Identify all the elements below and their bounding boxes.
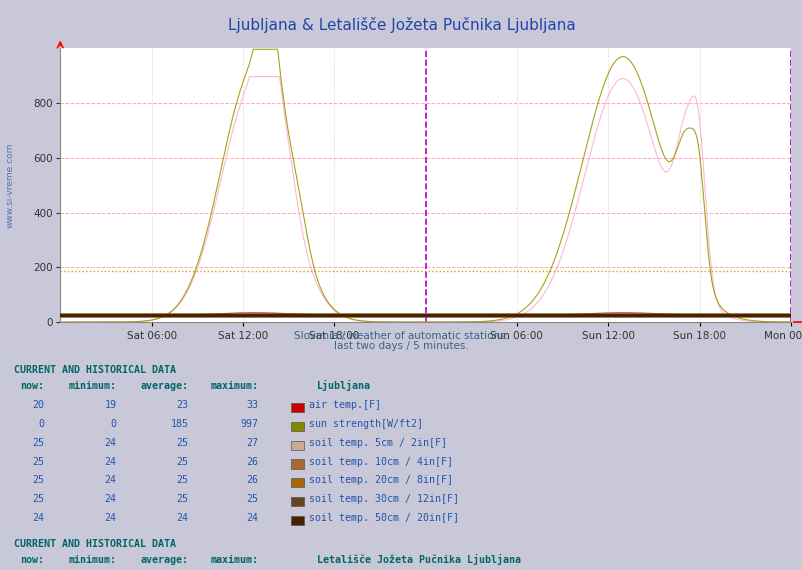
Text: last two days / 5 minutes.: last two days / 5 minutes. [334, 341, 468, 351]
Text: maximum:: maximum: [210, 555, 258, 565]
Text: 24: 24 [104, 494, 116, 504]
Text: 0: 0 [38, 419, 44, 429]
Text: 25: 25 [246, 494, 258, 504]
Text: soil temp. 10cm / 4in[F]: soil temp. 10cm / 4in[F] [309, 457, 452, 467]
Text: 25: 25 [176, 494, 188, 504]
Text: 23: 23 [176, 400, 188, 410]
Text: Ljubljana & Letališče Jožeta Pučnika Ljubljana: Ljubljana & Letališče Jožeta Pučnika Lju… [227, 17, 575, 32]
Text: average:: average: [140, 555, 188, 565]
Text: 25: 25 [32, 438, 44, 448]
Text: air temp.[F]: air temp.[F] [309, 400, 381, 410]
Text: maximum:: maximum: [210, 381, 258, 392]
Text: 24: 24 [104, 438, 116, 448]
Text: 27: 27 [246, 438, 258, 448]
Text: 24: 24 [104, 475, 116, 486]
Text: now:: now: [20, 381, 44, 392]
Text: 20: 20 [32, 400, 44, 410]
Text: CURRENT AND HISTORICAL DATA: CURRENT AND HISTORICAL DATA [14, 365, 176, 376]
Text: 25: 25 [176, 475, 188, 486]
Text: soil temp. 20cm / 8in[F]: soil temp. 20cm / 8in[F] [309, 475, 452, 486]
Text: 24: 24 [176, 513, 188, 523]
Text: Slovenia / weather of automatic stations.: Slovenia / weather of automatic stations… [294, 331, 508, 341]
Text: 19: 19 [104, 400, 116, 410]
Text: now:: now: [20, 555, 44, 565]
Text: 26: 26 [246, 457, 258, 467]
Text: soil temp. 50cm / 20in[F]: soil temp. 50cm / 20in[F] [309, 513, 459, 523]
Text: minimum:: minimum: [68, 381, 116, 392]
Text: 0: 0 [111, 419, 116, 429]
Text: CURRENT AND HISTORICAL DATA: CURRENT AND HISTORICAL DATA [14, 539, 176, 549]
Text: 24: 24 [32, 513, 44, 523]
Text: 185: 185 [171, 419, 188, 429]
Text: 24: 24 [246, 513, 258, 523]
Text: 24: 24 [104, 457, 116, 467]
Text: soil temp. 5cm / 2in[F]: soil temp. 5cm / 2in[F] [309, 438, 447, 448]
Text: 25: 25 [32, 457, 44, 467]
Text: average:: average: [140, 381, 188, 392]
Text: minimum:: minimum: [68, 555, 116, 565]
Text: 26: 26 [246, 475, 258, 486]
Text: Letališče Jožeta Pučnika Ljubljana: Letališče Jožeta Pučnika Ljubljana [317, 554, 520, 565]
Text: 25: 25 [176, 438, 188, 448]
Text: 33: 33 [246, 400, 258, 410]
Text: sun strength[W/ft2]: sun strength[W/ft2] [309, 419, 423, 429]
Text: 25: 25 [32, 494, 44, 504]
Text: soil temp. 30cm / 12in[F]: soil temp. 30cm / 12in[F] [309, 494, 459, 504]
Text: 25: 25 [176, 457, 188, 467]
Text: Ljubljana: Ljubljana [317, 380, 371, 392]
Text: www.si-vreme.com: www.si-vreme.com [6, 142, 15, 228]
Text: 997: 997 [241, 419, 258, 429]
Text: 24: 24 [104, 513, 116, 523]
Text: 25: 25 [32, 475, 44, 486]
